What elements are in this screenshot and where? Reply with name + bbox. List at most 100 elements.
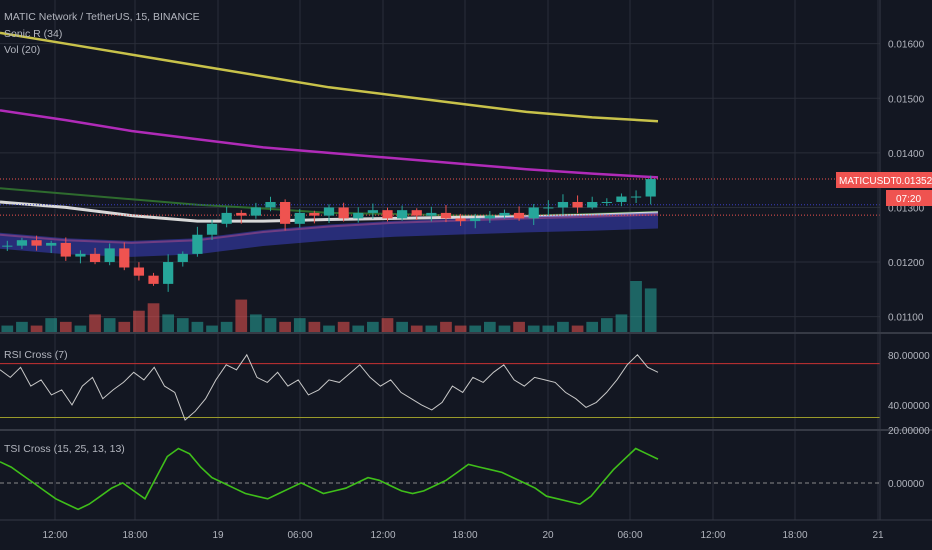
- time-tick-label: 20: [542, 530, 554, 541]
- candle-body: [396, 210, 408, 219]
- volume-bar: [133, 310, 145, 333]
- candle-body: [119, 248, 130, 268]
- candle-body: [31, 240, 42, 246]
- candle-body: [455, 218, 466, 222]
- candle-body: [221, 212, 232, 224]
- tsi-pane[interactable]: [0, 447, 880, 511]
- candle-body: [2, 245, 13, 247]
- candle-body: [89, 253, 101, 263]
- volume-bar: [630, 281, 642, 333]
- candle-body: [528, 207, 539, 219]
- moving-average-line: [0, 31, 659, 123]
- rsi-label[interactable]: RSI Cross (7): [4, 349, 68, 361]
- volume-bar: [1, 325, 14, 333]
- candle-body: [250, 207, 262, 216]
- candle-body: [163, 262, 174, 284]
- volume-bar: [513, 321, 525, 333]
- volume-bar: [89, 314, 101, 333]
- volume-bar: [323, 325, 335, 333]
- price-tick-label: 0.01100: [888, 313, 924, 324]
- time-tick-label: 21: [872, 530, 884, 541]
- volume-bar: [279, 321, 291, 333]
- time-tick-label: 18:00: [782, 530, 807, 541]
- pane-dividers[interactable]: [0, 0, 932, 521]
- axes: 12:00 18:00 19 06:00 12:00 18:00 20 06:00 12:00 1…: [42, 40, 930, 541]
- volume-bar: [16, 321, 28, 333]
- volume-bar: [571, 325, 584, 333]
- tsi-line: [0, 447, 659, 511]
- volume-bar: [527, 325, 540, 333]
- candle-body: [104, 248, 115, 263]
- volume-bar: [118, 321, 131, 333]
- time-tick-label: 06:00: [617, 530, 642, 541]
- volume-bar: [498, 325, 511, 333]
- indicator-vol-label[interactable]: Vol (20): [4, 44, 40, 56]
- volume-bar: [176, 318, 189, 333]
- candle-body: [470, 218, 481, 222]
- candle-body: [499, 212, 510, 216]
- candle-body: [411, 210, 422, 216]
- volume-bar: [425, 325, 438, 333]
- rsi-tick-label: 80.00000: [888, 351, 930, 362]
- candle-body: [382, 210, 393, 219]
- price-lines: [0, 31, 880, 257]
- volume-bar: [235, 299, 248, 333]
- volume-bar: [162, 314, 175, 333]
- chart-title: MATIC Network / TetherUS, 15, BINANCE: [4, 11, 200, 23]
- volume-bar: [74, 325, 87, 333]
- volume-bars: [1, 281, 657, 333]
- time-tick-label: 18:00: [452, 530, 477, 541]
- candle-body: [177, 253, 188, 263]
- candle-body: [206, 223, 218, 235]
- time-tick-label: 06:00: [287, 530, 312, 541]
- volume-bar: [615, 314, 628, 333]
- rsi-line: [0, 353, 659, 421]
- candle-body: [280, 201, 291, 224]
- price-timer-box: [886, 190, 932, 206]
- candle-body: [616, 196, 627, 202]
- volume-bar: [103, 318, 116, 333]
- volume-bar: [59, 321, 72, 333]
- price-tick-label: 0.01300: [888, 203, 925, 214]
- candle-body: [440, 212, 452, 219]
- tsi-tick-label: 20.00000: [888, 426, 930, 437]
- candle-body: [426, 212, 437, 216]
- volume-bar: [440, 321, 452, 333]
- indicator-sonic-r-label[interactable]: Sonic R (34): [4, 28, 62, 40]
- volume-bar: [250, 314, 262, 333]
- volume-bar: [396, 321, 408, 333]
- candle-body: [75, 253, 86, 257]
- volume-bar: [381, 318, 394, 333]
- price-tick-label: 0.01500: [888, 94, 925, 105]
- volume-bar: [308, 321, 321, 333]
- volume-bar: [586, 321, 599, 333]
- volume-bar: [264, 318, 277, 333]
- volume-bar: [206, 325, 218, 333]
- candle-body: [572, 201, 583, 208]
- candle-body: [484, 215, 495, 219]
- candle-body: [192, 234, 203, 254]
- price-tick-label: 0.01400: [888, 149, 925, 160]
- candle-body: [294, 212, 305, 224]
- price-timer: 07:20: [896, 194, 921, 205]
- candle-body: [236, 212, 247, 216]
- candle-body: [16, 240, 28, 246]
- moving-average-line: [0, 109, 659, 179]
- candle-body: [323, 207, 335, 216]
- price-tag: MATICUSDT 0.01352 07:20: [836, 172, 932, 206]
- volume-bar: [220, 321, 233, 333]
- rsi-pane[interactable]: [0, 353, 880, 421]
- time-tick-label: 18:00: [122, 530, 147, 541]
- volume-bar: [30, 325, 43, 333]
- candle-body: [630, 196, 642, 198]
- tsi-tick-label: 0.00000: [888, 479, 925, 490]
- price-tag-box: [836, 172, 932, 188]
- tsi-label[interactable]: TSI Cross (15, 25, 13, 13): [4, 443, 125, 455]
- time-tick-label: 12:00: [700, 530, 725, 541]
- volume-bar: [147, 303, 160, 333]
- candle-body: [265, 201, 276, 208]
- candle-body: [557, 201, 569, 208]
- candle-body: [587, 201, 598, 208]
- volume-bar: [367, 321, 379, 333]
